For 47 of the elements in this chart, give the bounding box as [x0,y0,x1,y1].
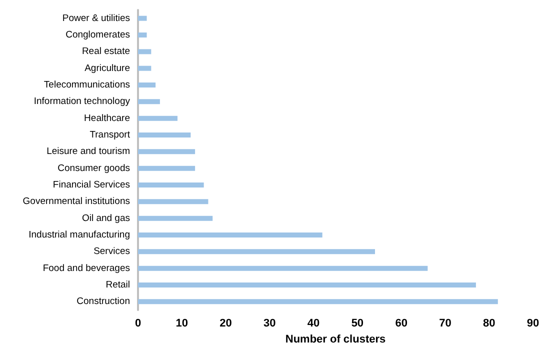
x-tick-label: 0 [134,318,142,330]
y-tick-label: Conglomerates [66,30,130,40]
y-tick-label: Consumer goods [58,162,130,174]
y-tick-label: Information technology [34,96,130,108]
x-tick-label: 10 [176,318,188,330]
x-tick-label: 30 [264,318,276,330]
y-tick-label: Services [94,246,130,258]
bar [138,282,476,288]
bar [138,49,152,54]
y-tick-label: Oil and gas [82,212,130,224]
x-tick-label: 90 [526,318,540,330]
y-tick-label: Construction [76,296,130,308]
bar [138,66,152,71]
bar [138,116,178,121]
x-tick-label: 20 [220,318,232,330]
bar [138,166,196,171]
y-tick-label: Telecommunications [44,80,130,90]
bar [138,182,204,188]
bar [138,32,147,38]
bar [138,216,213,221]
bar [138,16,147,21]
x-tick-label: 80 [482,318,496,330]
bar [138,199,208,204]
x-tick-label: 60 [395,318,408,330]
y-tick-label: Healthcare [84,112,130,124]
bar [138,99,160,104]
bar [138,266,428,271]
y-tick-label: Real estate [82,46,130,58]
y-tick-label: Agriculture [84,62,130,74]
y-tick-label: Transport [90,130,130,140]
y-tick-label: Food and beverages [42,262,130,274]
bar [138,132,191,138]
bar [138,299,498,304]
y-tick-label: Power & utilities [62,12,130,24]
y-tick-label: Industrial manufacturing [28,230,130,240]
bar [138,149,196,154]
bar [138,249,375,254]
y-tick-label: Financial Services [52,180,130,190]
bar [138,232,322,238]
bar [138,82,156,88]
y-tick-label: Retail [106,280,130,290]
x-tick-label: 40 [307,318,320,330]
x-tick-label: 50 [351,318,364,330]
x-tick-label: 70 [439,318,452,330]
x-axis-title: Number of clusters [285,333,386,346]
y-tick-label: Governmental institutions [22,196,130,208]
y-tick-label: Leisure and tourism [46,146,130,158]
